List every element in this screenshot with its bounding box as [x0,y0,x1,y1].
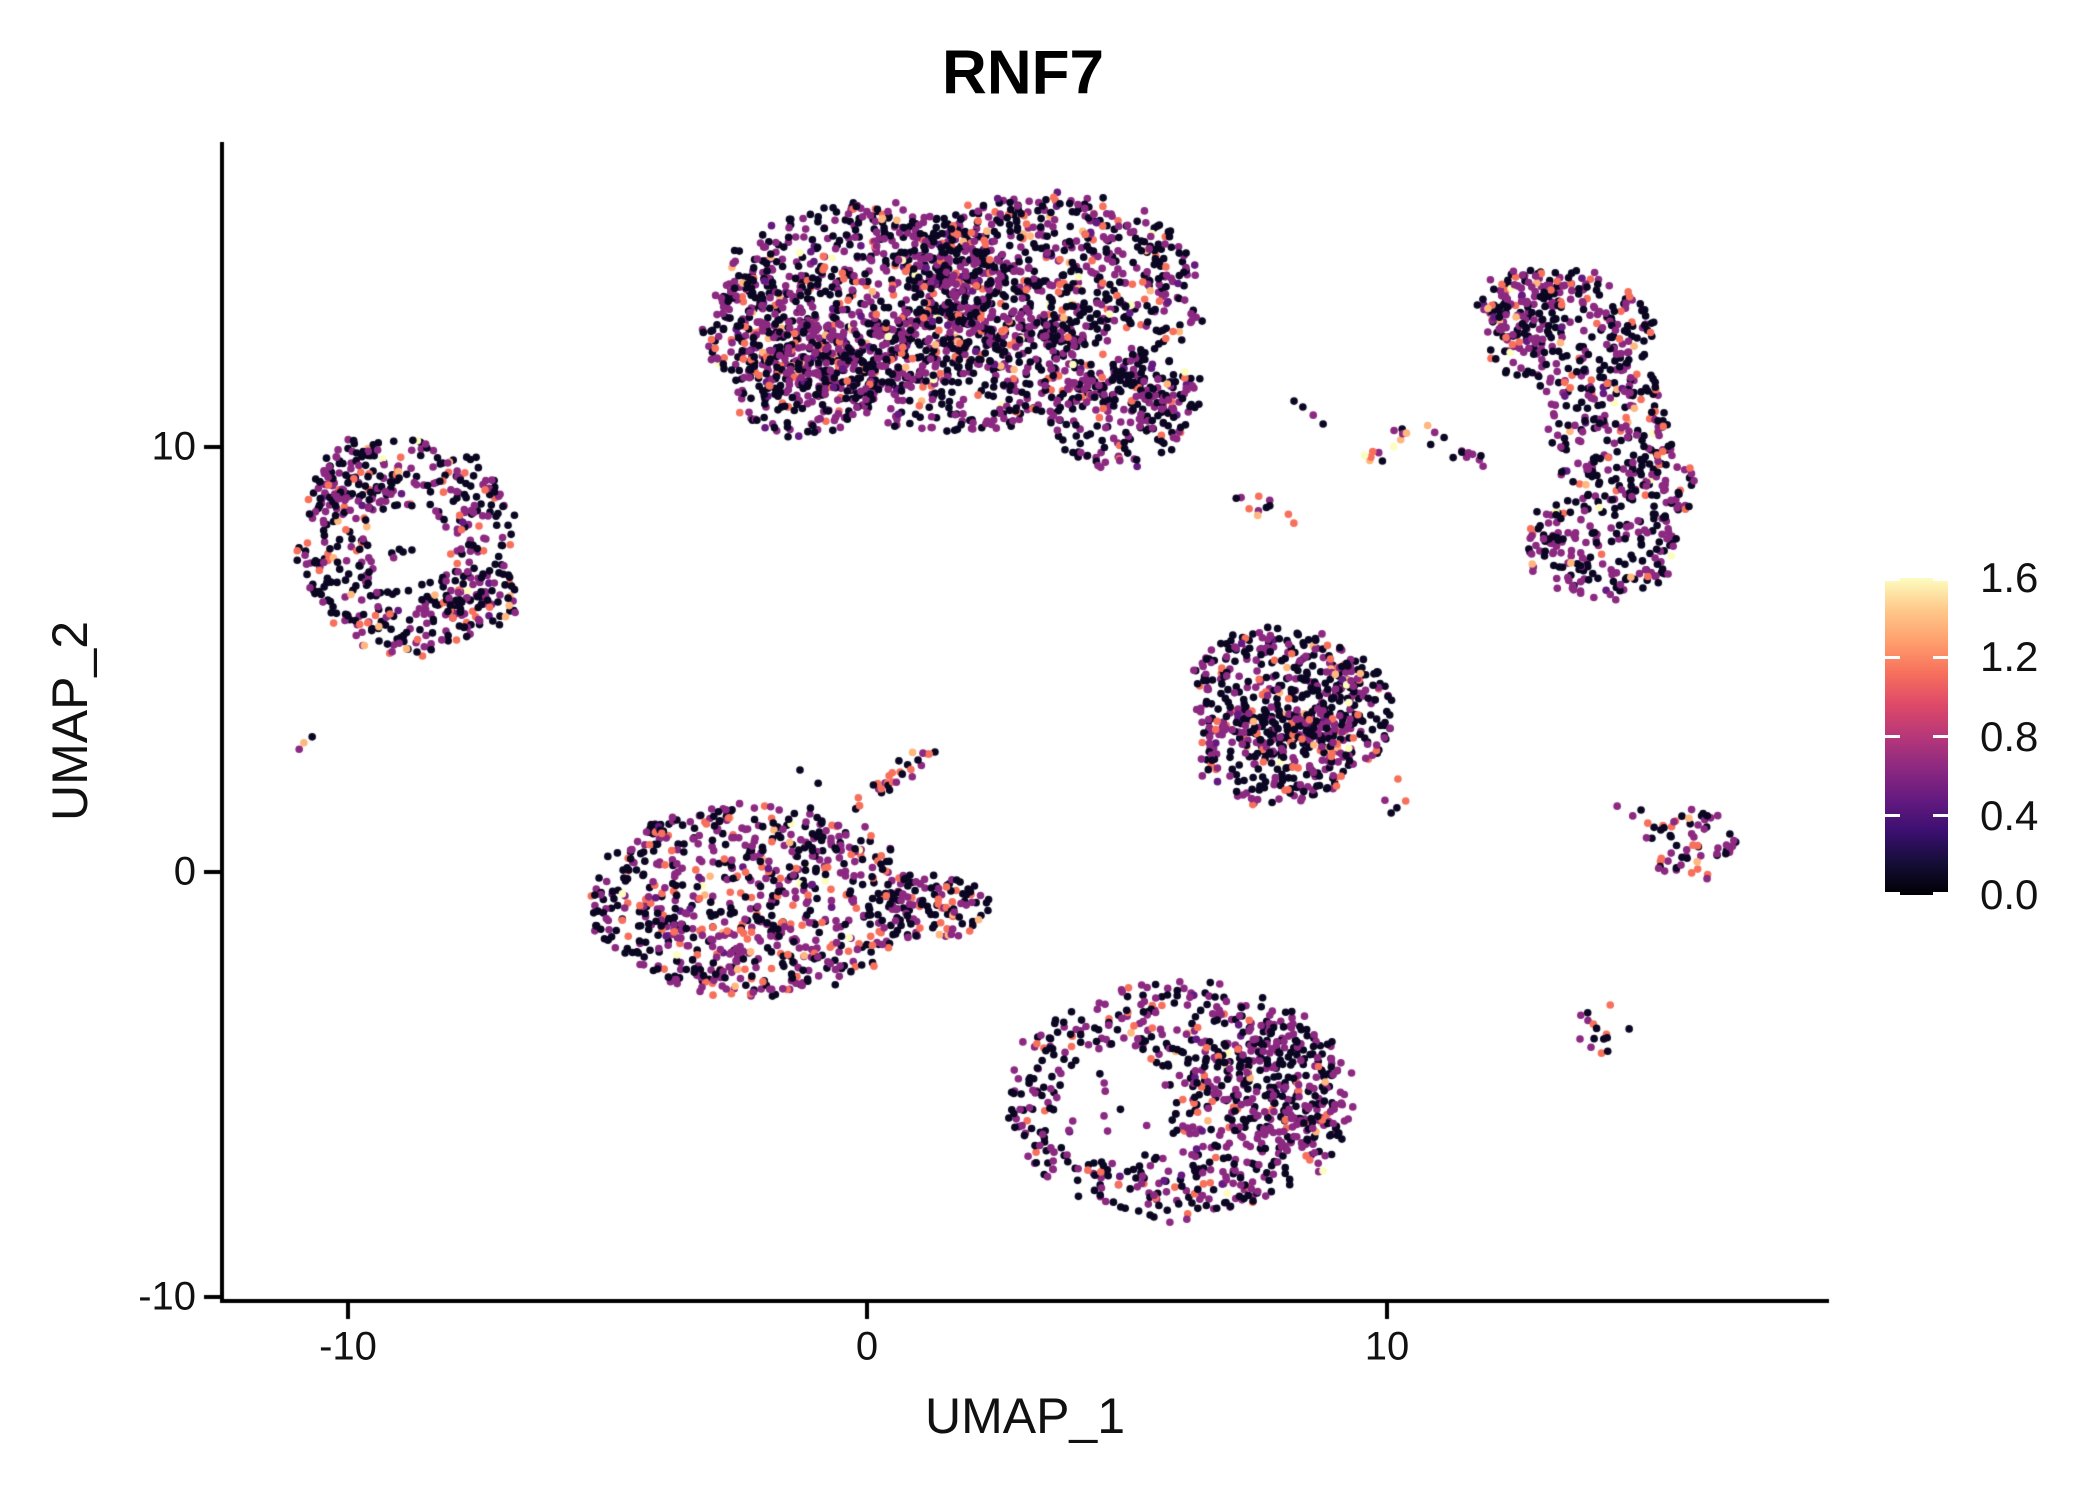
colorbar-tick-mark [1885,578,1900,581]
x-axis-label: UMAP_1 [924,1388,1126,1444]
colorbar-tick-mark [1933,892,1948,895]
y-tick-label: 10 [151,424,197,469]
x-tick-label: -10 [319,1324,377,1369]
colorbar-tick-label: 0.8 [1980,712,2039,760]
colorbar-tick-label: 1.2 [1980,633,2039,681]
y-tick-label: -10 [138,1274,196,1319]
colorbar-tick-mark [1885,735,1900,738]
colorbar-tick-mark [1933,578,1948,581]
x-tick-label: 10 [1364,1324,1410,1369]
colorbar-tick-mark [1885,892,1900,895]
colorbar-tick-mark [1933,814,1948,818]
colorbar-tick-mark [1885,655,1900,659]
colorbar-tick-mark [1933,735,1948,738]
colorbar-tick-label: 1.6 [1980,554,2039,601]
x-tick-label: 0 [855,1324,879,1369]
colorbar-tick-mark [1885,814,1900,818]
y-axis-label: UMAP_2 [42,620,98,822]
colorbar-tick-mark [1933,655,1948,659]
colorbar-tick-label: 0.4 [1980,791,2039,839]
plot-title: RNF7 [942,38,1104,108]
colorbar-tick-label: 0.0 [1980,871,2039,918]
y-tick-label: 0 [173,849,196,894]
